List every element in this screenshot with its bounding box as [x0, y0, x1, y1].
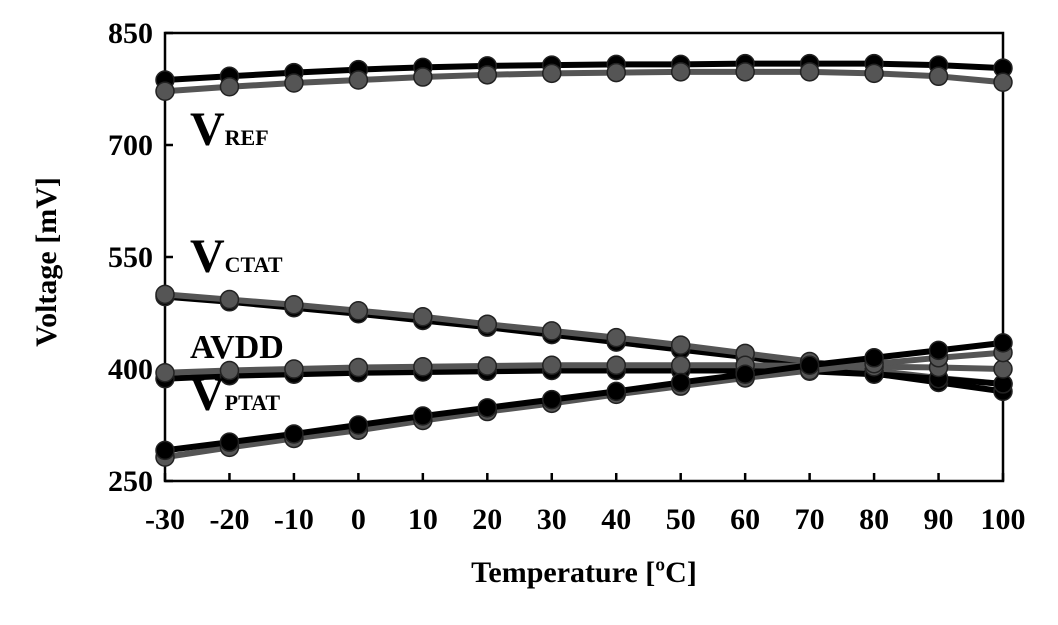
data-point — [284, 359, 304, 379]
data-point — [219, 77, 240, 97]
series-line — [164, 349, 1004, 461]
series-1 — [155, 62, 1013, 101]
x-tick-label: -20 — [209, 503, 249, 536]
x-tick-label: 20 — [472, 503, 502, 536]
data-point — [284, 295, 304, 315]
plot-area — [163, 31, 1005, 483]
data-point — [413, 357, 433, 377]
data-point — [606, 62, 626, 83]
data-point — [993, 333, 1013, 353]
data-point — [864, 63, 884, 84]
data-point — [799, 62, 820, 82]
data-point — [348, 70, 369, 90]
x-tick-label: 10 — [408, 503, 438, 536]
series-annotation: AVDD — [190, 329, 284, 366]
data-point — [670, 372, 691, 393]
data-point — [413, 306, 433, 327]
data-point — [864, 348, 884, 368]
data-point — [542, 321, 562, 341]
data-point — [219, 289, 240, 310]
data-point — [348, 415, 369, 435]
x-tick-label: 0 — [351, 503, 366, 536]
x-tick-label: 30 — [537, 503, 567, 536]
x-tick-label: 90 — [924, 503, 954, 536]
data-point — [348, 357, 369, 378]
data-point — [348, 301, 369, 321]
y-tick-label: 700 — [108, 129, 153, 162]
data-point — [477, 356, 498, 376]
data-point — [155, 362, 175, 383]
x-tick-label: -30 — [145, 503, 185, 536]
series-layer — [155, 53, 1013, 467]
data-point — [413, 67, 433, 87]
x-tick-label: -10 — [274, 503, 314, 536]
x-tick-label: 40 — [601, 503, 631, 536]
data-point — [284, 424, 304, 444]
data-point — [477, 314, 498, 334]
data-point — [219, 432, 240, 452]
y-axis-title: Voltage [mV] — [30, 177, 63, 347]
series-7 — [155, 333, 1013, 461]
y-tick-label: 400 — [108, 353, 153, 386]
data-point — [155, 440, 175, 461]
data-point — [219, 360, 240, 381]
data-point — [413, 406, 433, 426]
series-annotation: VREF — [190, 103, 269, 156]
data-point — [542, 389, 562, 410]
data-point — [606, 381, 626, 402]
series-annotation: VPTAT — [190, 368, 280, 421]
series-line — [164, 339, 1004, 454]
series-6 — [155, 342, 1013, 467]
data-point — [542, 355, 562, 376]
data-point — [993, 72, 1013, 93]
series-line — [164, 60, 1004, 84]
y-tick-label: 550 — [108, 241, 153, 274]
series-line — [164, 367, 1004, 387]
data-point — [477, 65, 498, 85]
y-axis: 250 400 550 700 850 — [108, 17, 173, 498]
data-point — [928, 66, 949, 87]
y-tick-label: 250 — [108, 465, 153, 498]
data-point — [542, 63, 562, 84]
data-point — [928, 340, 949, 361]
x-tick-label: 60 — [730, 503, 760, 536]
data-point — [735, 62, 755, 82]
x-axis: -30 -20 -10 0 10 20 30 40 50 60 70 80 90 100 — [145, 473, 1026, 536]
plot-border — [163, 31, 1005, 483]
x-tick-label: 80 — [859, 503, 889, 536]
series-line — [164, 68, 1004, 95]
data-point — [606, 327, 626, 348]
x-tick-label: 70 — [795, 503, 825, 536]
data-point — [993, 359, 1013, 379]
x-axis-title: Temperature [ºC] — [471, 556, 697, 589]
data-point — [155, 81, 175, 101]
data-point — [735, 364, 755, 384]
y-tick-label: 850 — [108, 17, 153, 50]
x-tick-label: 100 — [981, 503, 1026, 536]
data-point — [284, 73, 304, 93]
data-point — [670, 335, 691, 355]
data-point — [670, 355, 691, 376]
x-tick-label: 50 — [666, 503, 696, 536]
data-point — [670, 62, 691, 82]
series-annotation: VCTAT — [190, 230, 283, 283]
data-point — [155, 284, 175, 305]
data-point — [606, 355, 626, 376]
data-point — [799, 355, 820, 376]
data-point — [477, 398, 498, 418]
